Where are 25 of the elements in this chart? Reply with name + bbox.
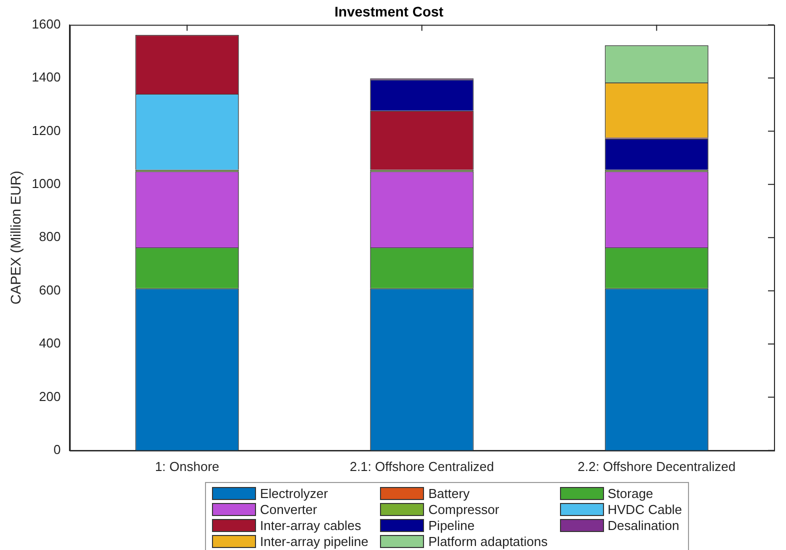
legend-label: Inter-array cables bbox=[260, 518, 362, 533]
y-tick-label: 200 bbox=[39, 388, 61, 404]
chart-title: Investment Cost bbox=[334, 3, 444, 20]
y-tick-label: 1600 bbox=[32, 16, 61, 32]
y-axis-title: CAPEX (Million EUR) bbox=[7, 170, 24, 305]
y-tick-label: 1000 bbox=[32, 176, 61, 191]
legend-label: Storage bbox=[608, 486, 654, 501]
legend-label: Desalination bbox=[608, 518, 680, 533]
legend-label: Pipeline bbox=[428, 518, 475, 533]
legend-label: Platform adaptations bbox=[428, 534, 548, 549]
y-tick-label: 1400 bbox=[32, 70, 61, 85]
y-tick-label: 1200 bbox=[32, 122, 61, 138]
legend-label: Converter bbox=[260, 502, 318, 517]
y-tick-label: 400 bbox=[39, 336, 61, 351]
y-tick-label: 800 bbox=[39, 229, 61, 244]
x-tick-label: 2.2: Offshore Decentralized bbox=[578, 458, 736, 474]
legend-label: Battery bbox=[428, 486, 470, 501]
x-tick-label: 2.1: Offshore Centralized bbox=[350, 458, 494, 474]
legend-label: Inter-array pipeline bbox=[260, 534, 368, 549]
y-tick-label: 0 bbox=[53, 442, 61, 457]
legend-label: Compressor bbox=[428, 502, 500, 517]
x-tick-label: 1: Onshore bbox=[154, 458, 220, 474]
legend-label: HVDC Cable bbox=[608, 502, 682, 517]
y-tick-label: 600 bbox=[39, 282, 61, 298]
legend-label: Electrolyzer bbox=[260, 486, 328, 501]
